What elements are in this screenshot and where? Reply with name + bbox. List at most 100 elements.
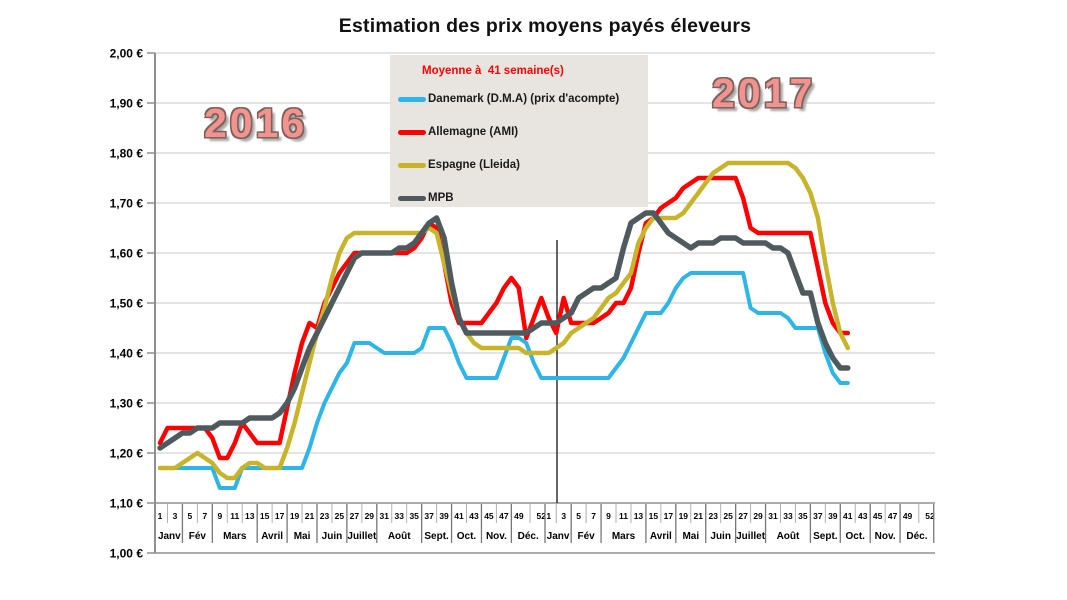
month-label: Sept.	[424, 531, 449, 542]
week-label: 1	[546, 511, 551, 521]
week-label: 21	[305, 511, 315, 521]
week-label: 27	[350, 511, 360, 521]
y-axis-label: 1,90 €	[110, 97, 144, 111]
month-label: Janv	[158, 531, 181, 542]
week-label: 43	[858, 511, 868, 521]
series-line-2	[157, 160, 851, 481]
week-label: 15	[260, 511, 270, 521]
week-label: 25	[335, 511, 345, 521]
month-label: Déc.	[518, 531, 539, 542]
month-label: Sept.	[813, 531, 838, 542]
week-label: 27	[738, 511, 748, 521]
week-label: 33	[783, 511, 793, 521]
year-label-2016: 2016	[204, 100, 308, 146]
month-label: Nov.	[875, 531, 896, 542]
week-label: 1	[158, 511, 163, 521]
month-label: Juin	[322, 531, 343, 542]
month-label: Mai	[294, 531, 311, 542]
mpb-line-swatch-icon	[398, 195, 426, 201]
week-label: 45	[873, 511, 883, 521]
week-label: 47	[499, 511, 509, 521]
week-label: 45	[484, 511, 494, 521]
week-label: 47	[888, 511, 898, 521]
month-label: Déc.	[906, 531, 927, 542]
week-label: 7	[591, 511, 596, 521]
legend-item-label: MPB	[428, 192, 454, 204]
week-label: 37	[813, 511, 823, 521]
week-label: 31	[380, 511, 390, 521]
allemagne-line-swatch-icon	[398, 129, 426, 135]
legend-item-label: Danemark (D.M.A) (prix d'acompte)	[428, 93, 620, 105]
month-label: Janv	[547, 531, 570, 542]
week-label: 35	[409, 511, 419, 521]
y-axis-label: 1,10 €	[110, 497, 144, 511]
week-label: 17	[275, 511, 285, 521]
y-axis-label: 1,80 €	[110, 147, 144, 161]
week-label: 19	[290, 511, 300, 521]
week-label: 17	[664, 511, 674, 521]
legend-title: Moyenne à 41 semaine(s)	[422, 65, 564, 77]
month-label: Oct.	[846, 531, 866, 542]
week-label: 52	[925, 511, 935, 521]
legend-item-espagne: Espagne (Lleida)	[398, 158, 648, 172]
month-label: Fév	[189, 531, 207, 542]
week-label: 5	[188, 511, 193, 521]
series-line-0	[158, 271, 850, 490]
week-label: 11	[230, 511, 239, 521]
week-label: 52	[537, 511, 547, 521]
week-label: 11	[619, 511, 628, 521]
series-line-3	[157, 210, 851, 451]
week-label: 9	[606, 511, 611, 521]
month-label: Avril	[650, 531, 672, 542]
y-axis-label: 1,60 €	[110, 247, 144, 261]
week-label: 7	[202, 511, 207, 521]
month-label: Mars	[612, 531, 636, 542]
month-label: Fév	[577, 531, 595, 542]
year-label-2017: 2017	[712, 70, 816, 116]
week-label: 29	[753, 511, 763, 521]
month-label: Août	[777, 531, 800, 542]
month-label: Juillet	[736, 531, 766, 542]
week-label: 9	[217, 511, 222, 521]
week-label: 37	[424, 511, 434, 521]
legend-item-allemagne: Allemagne (AMI)	[398, 125, 648, 139]
week-label: 41	[843, 511, 853, 521]
y-axis-label: 1,40 €	[110, 347, 144, 361]
week-label: 3	[561, 511, 566, 521]
legend-item-label: Espagne (Lleida)	[428, 159, 521, 171]
month-label: Juillet	[347, 531, 377, 542]
week-label: 13	[245, 511, 255, 521]
week-label: 25	[723, 511, 733, 521]
week-label: 31	[768, 511, 778, 521]
chart-legend: Moyenne à 41 semaine(s) Danemark (D.M.A)…	[390, 55, 648, 207]
month-label: Mars	[223, 531, 247, 542]
espagne-line-swatch-icon	[398, 162, 426, 168]
month-label: Août	[388, 531, 411, 542]
month-label: Nov.	[486, 531, 507, 542]
week-label: 35	[798, 511, 808, 521]
week-label: 21	[694, 511, 704, 521]
week-label: 19	[679, 511, 689, 521]
month-label: Avril	[261, 531, 283, 542]
month-label: Juin	[710, 531, 731, 542]
chart-title: Estimation des prix moyens payés éleveur…	[338, 15, 752, 37]
week-label: 33	[394, 511, 404, 521]
week-label: 39	[828, 511, 838, 521]
y-axis-label: 1,30 €	[110, 397, 144, 411]
week-label: 23	[708, 511, 718, 521]
week-label: 39	[439, 511, 449, 521]
week-label: 49	[903, 511, 913, 521]
week-label: 49	[514, 511, 524, 521]
y-axis-label: 1,20 €	[110, 447, 144, 461]
series-line-1	[157, 175, 851, 461]
danemark-line-swatch-icon	[398, 96, 426, 102]
week-label: 3	[173, 511, 178, 521]
week-label: 43	[469, 511, 479, 521]
legend-item-mpb: MPB	[398, 191, 648, 205]
week-label: 23	[320, 511, 330, 521]
week-label: 29	[365, 511, 375, 521]
y-axis-label: 1,70 €	[110, 197, 144, 211]
y-axis-label: 1,50 €	[110, 297, 144, 311]
